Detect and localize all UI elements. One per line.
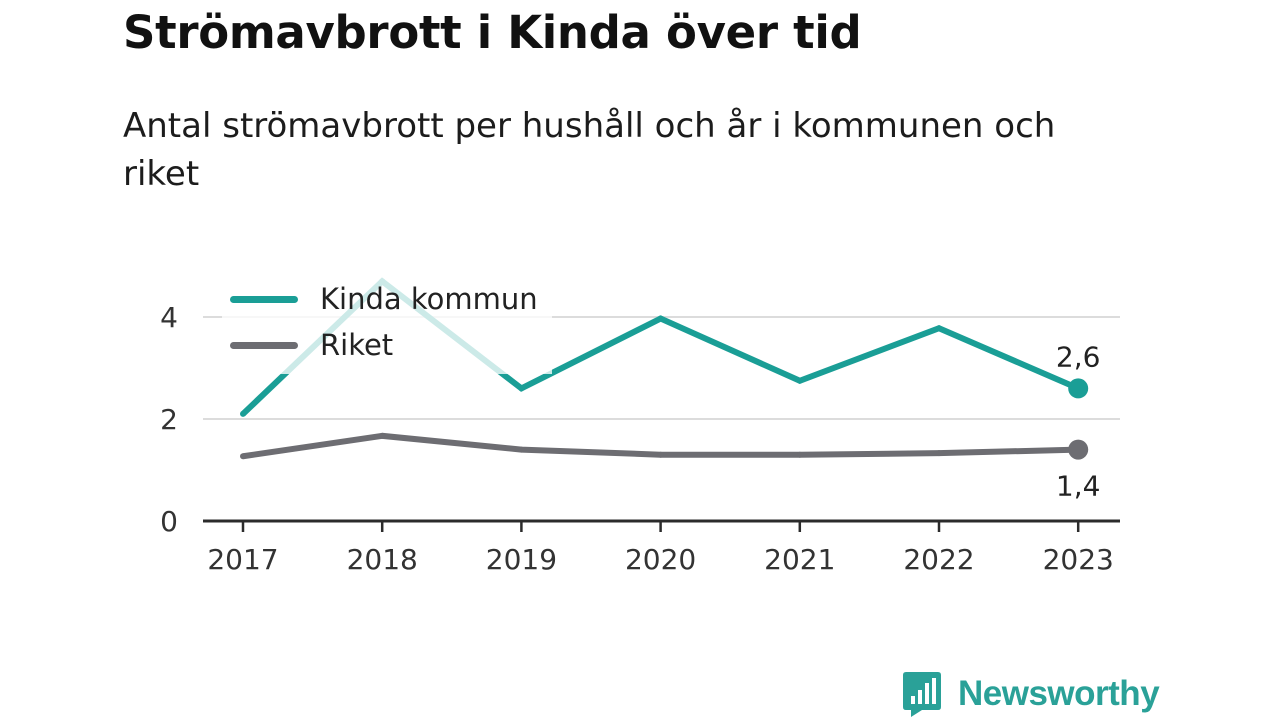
x-tick-label-2022: 2022 [903, 543, 974, 576]
x-tick-label-2019: 2019 [486, 543, 557, 576]
data-point-kinda-2019 [518, 385, 525, 392]
chart-subtitle: Antal strömavbrott per hushåll och år i … [123, 106, 1056, 194]
legend-swatch-kinda [230, 295, 298, 303]
legend-label-kinda: Kinda kommun [320, 282, 538, 316]
x-tick-label-2018: 2018 [347, 543, 418, 576]
x-tick-label-2023: 2023 [1043, 543, 1114, 576]
brand-logo: Newsworthy [902, 670, 1160, 718]
end-label-kinda: 2,6 [1056, 340, 1101, 373]
x-tick-label-2021: 2021 [764, 543, 835, 576]
legend-swatch-riket [230, 341, 298, 349]
data-point-riket-2019 [518, 446, 525, 453]
data-point-riket-2020 [657, 451, 664, 458]
data-point-riket-2023 [1068, 439, 1089, 460]
chart-legend: Kinda kommun Riket [222, 272, 552, 374]
data-point-kinda-2017 [240, 410, 246, 417]
data-point-kinda-2020 [657, 315, 664, 322]
data-point-riket-2021 [796, 451, 803, 458]
brand-name: Newsworthy [958, 674, 1160, 713]
legend-item-riket: Riket [230, 322, 538, 368]
legend-label-riket: Riket [320, 328, 394, 362]
x-tick-label-2017: 2017 [207, 543, 278, 576]
y-tick-label-0: 0 [160, 505, 178, 538]
chart-title: Strömavbrott i Kinda över tid [123, 6, 862, 59]
end-label-riket: 1,4 [1056, 470, 1101, 503]
data-point-kinda-2021 [796, 377, 803, 384]
bar-chart-speech-bubble-icon [903, 672, 941, 717]
data-point-riket-2017 [240, 453, 246, 460]
data-point-kinda-2023 [1068, 378, 1089, 399]
y-tick-label-4: 4 [160, 301, 178, 334]
data-point-riket-2022 [936, 450, 942, 457]
data-point-riket-2018 [379, 432, 386, 439]
data-point-kinda-2022 [936, 325, 942, 332]
legend-item-kinda: Kinda kommun [230, 276, 538, 322]
x-tick-label-2020: 2020 [625, 543, 696, 576]
y-tick-label-2: 2 [160, 403, 178, 436]
